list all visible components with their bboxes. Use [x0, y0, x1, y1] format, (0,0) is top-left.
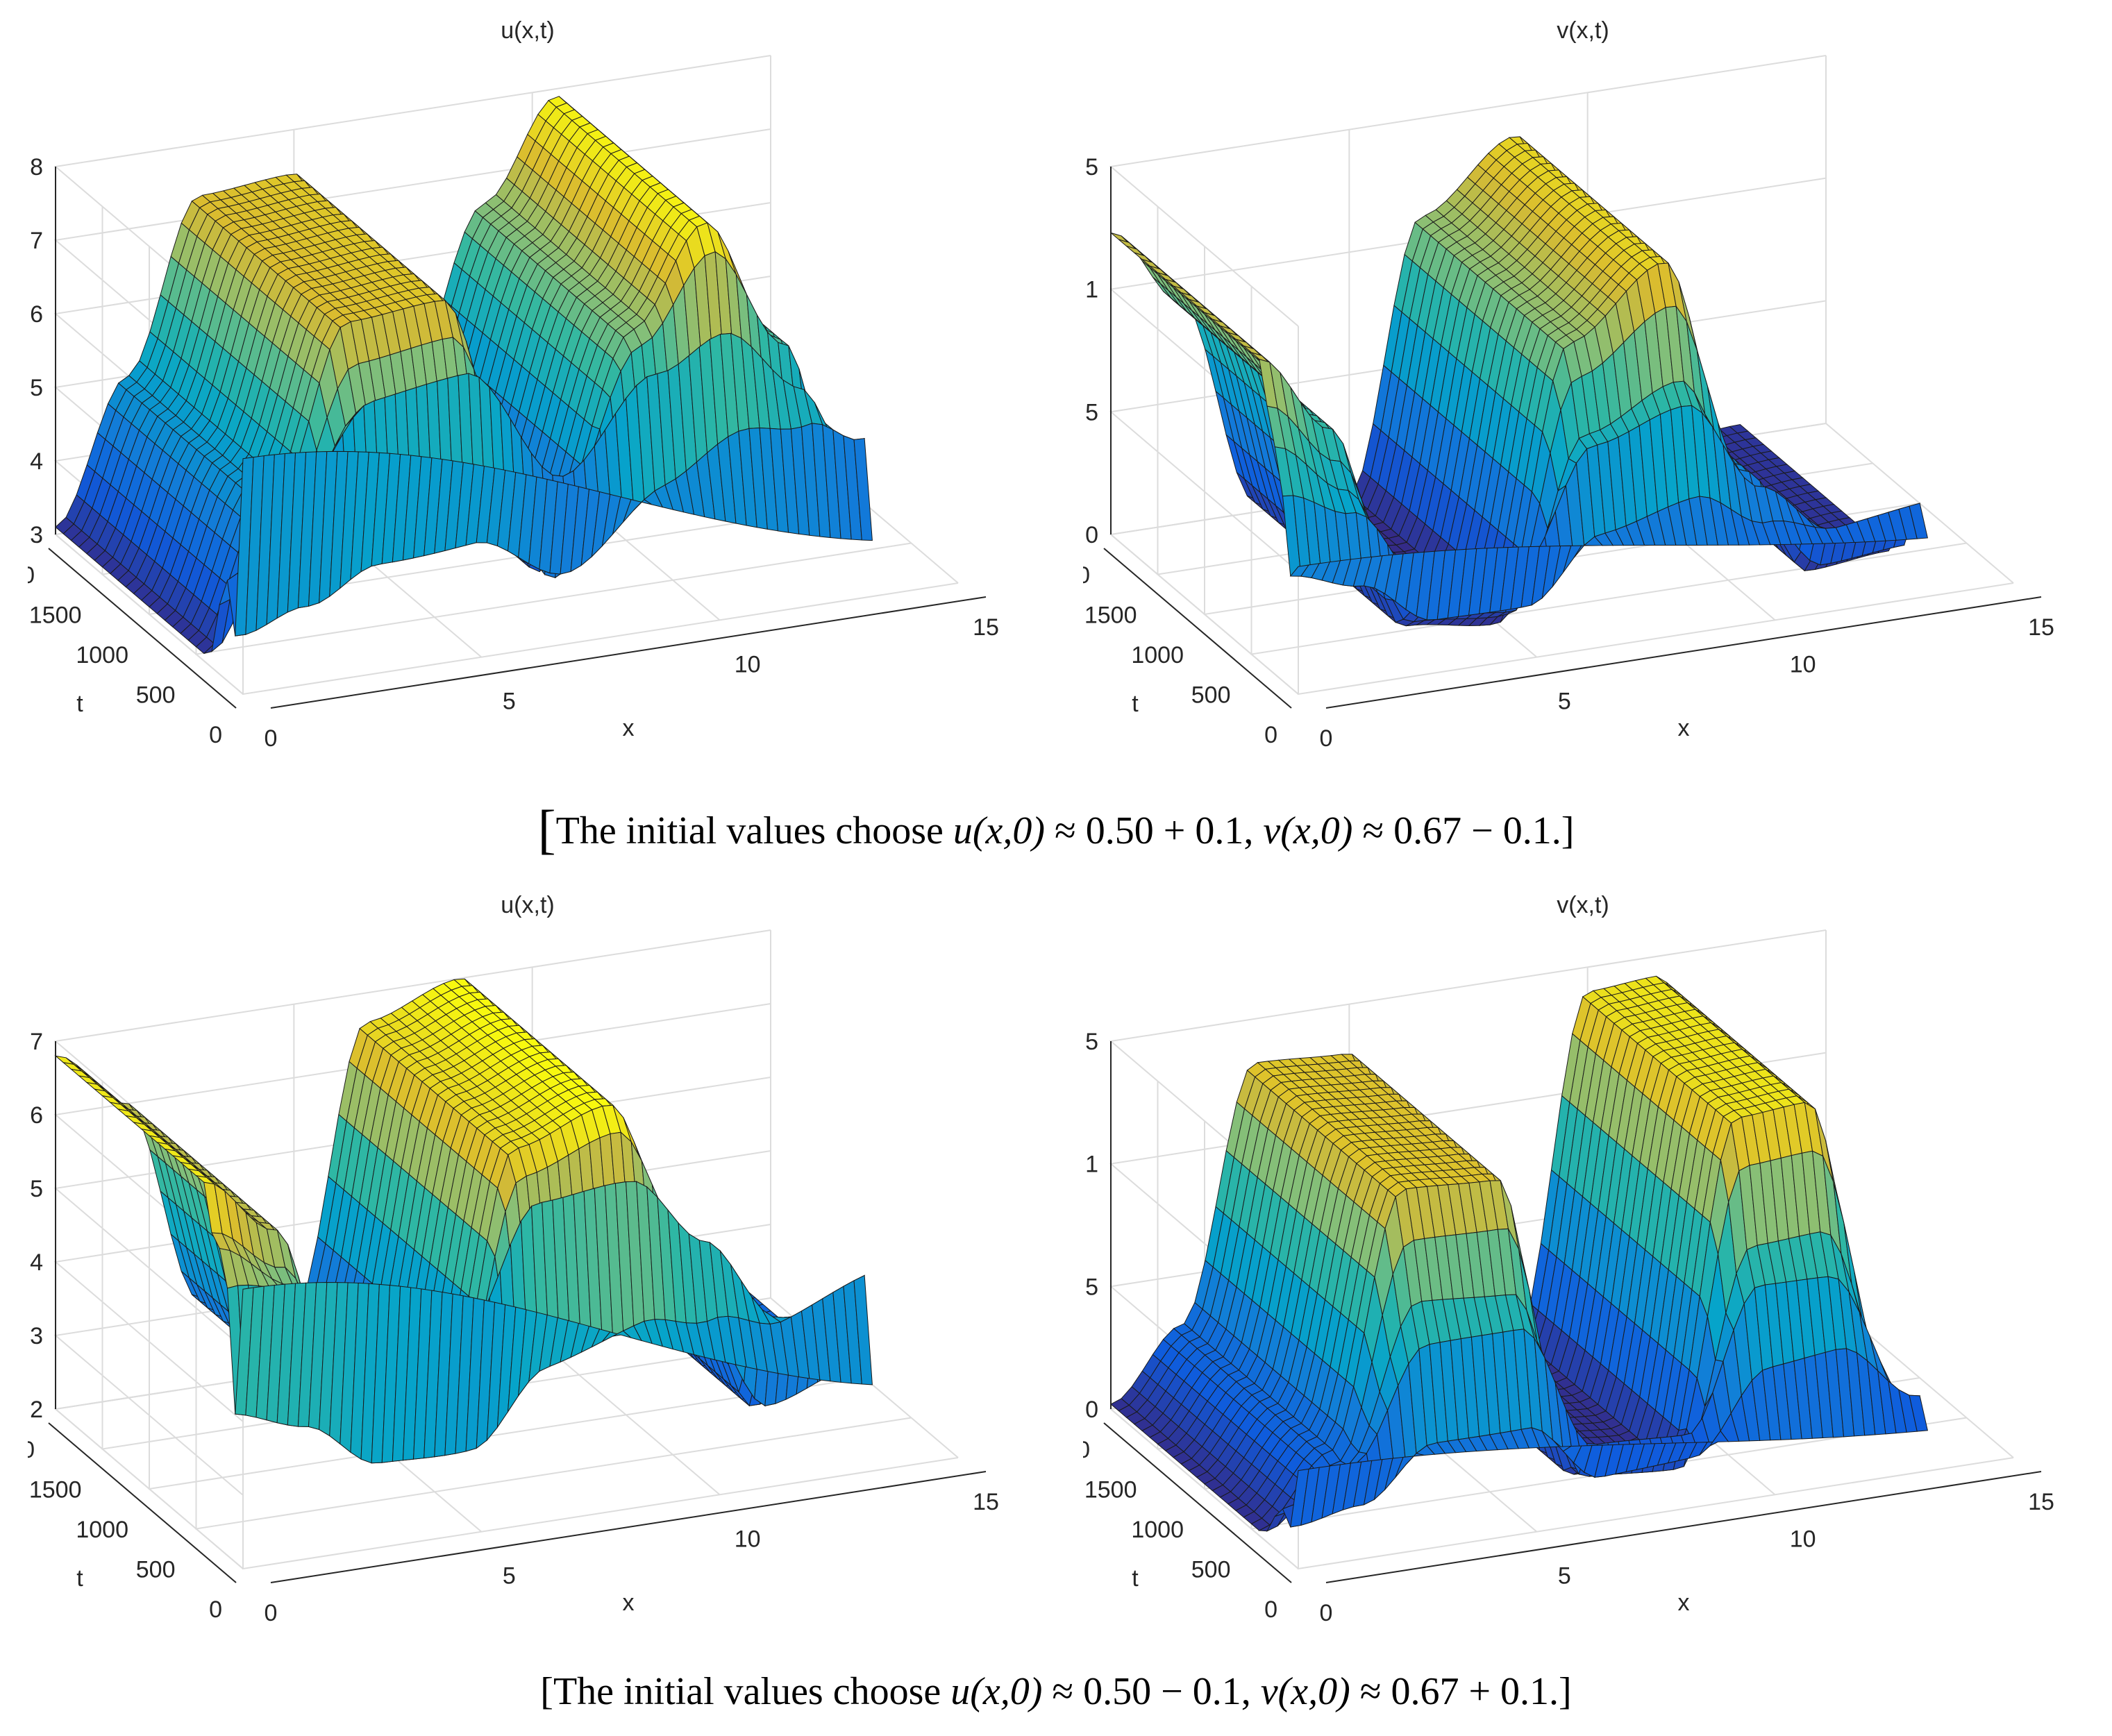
t-tick-label: 1500: [29, 602, 82, 629]
x-axis-label: x: [623, 1590, 635, 1616]
surface-plot-u-bottom: 0 5 10 15 0 500 1000 1500 2000 0.2 0.3 0.4 0.5 0.6 0.7…: [28, 875, 1055, 1645]
t-tick-label: 0: [209, 722, 222, 748]
t-tick-label: 1000: [76, 1517, 128, 1543]
x-tick-label: 15: [973, 1489, 999, 1515]
x-axis-label: x: [623, 715, 635, 741]
x-tick-label: 10: [1790, 651, 1816, 677]
z-tick-label: 0.5: [28, 375, 43, 401]
t-axis-line: [1103, 548, 1292, 709]
x-axis-line: [270, 596, 987, 709]
t-tick-label: 2000: [28, 562, 35, 589]
surface-plot-svg: 0 5 10 15 0 500 1000 1500 2000 0.3 0.4 0.5 0.6 0.7 0.8…: [28, 17, 999, 752]
z-tick-label: 0.6: [28, 1102, 43, 1129]
t-tick-label: 1000: [76, 642, 128, 668]
x-tick-label: 10: [735, 1526, 761, 1552]
t-axis-line: [48, 1422, 237, 1583]
z-tick-label: 0.8: [28, 154, 43, 180]
x-tick-label: 5: [503, 1563, 516, 1590]
t-tick-label: 0: [1264, 722, 1277, 748]
x-axis-line: [1325, 596, 2042, 709]
t-tick-label: 500: [136, 1557, 176, 1583]
surface-patch: [853, 1274, 873, 1385]
t-tick-label: 500: [136, 682, 176, 709]
chart-title: u(x,t): [501, 892, 554, 918]
x-tick-label: 10: [735, 651, 761, 677]
surface-mesh: [1110, 975, 1929, 1532]
axes: 0 5 10 15 0 500 1000 1500 2000 0.2 0.3 0.4 0.5 0.6 0.7…: [28, 892, 999, 1626]
surface-plot-u-top: 0 5 10 15 0 500 1000 1500 2000 0.3 0.4 0.5 0.6 0.7 0.8…: [28, 0, 1055, 770]
z-tick-label: 0.3: [28, 1323, 43, 1349]
t-tick-label: 2000: [28, 1437, 35, 1463]
surface-plot-v-top: 0 5 10 15 0 500 1000 1500 2000 0 0.5 1 1.5 x t v(x,t): [1083, 0, 2111, 770]
z-tick-label: 0.7: [28, 1029, 43, 1055]
surface-plot-svg: 0 5 10 15 0 500 1000 1500 2000 0 0.5 1 1.5 x t v(x,t): [1083, 17, 2054, 752]
z-tick-label: 0.7: [28, 228, 43, 254]
t-axis-line: [48, 548, 237, 709]
t-tick-label: 0: [209, 1596, 222, 1623]
x-tick-label: 0: [265, 725, 278, 752]
z-tick-label: 0: [1085, 522, 1098, 548]
t-tick-label: 2000: [1083, 562, 1090, 589]
x-axis-line: [270, 1471, 987, 1583]
x-tick-label: 15: [973, 614, 999, 641]
x-tick-label: 5: [503, 689, 516, 715]
t-axis-label: t: [76, 1565, 83, 1592]
surface-patch: [1909, 503, 1929, 539]
z-tick-label: 0.2: [28, 1397, 43, 1423]
t-tick-label: 1500: [29, 1477, 82, 1503]
z-tick-label: 0.5: [28, 1176, 43, 1202]
z-tick-label: 1: [1085, 277, 1098, 303]
x-tick-label: 0: [265, 1600, 278, 1626]
chart-title: u(x,t): [501, 17, 554, 44]
x-tick-label: 5: [1558, 689, 1571, 715]
z-tick-label: 0.3: [28, 522, 43, 548]
t-axis-label: t: [1132, 691, 1139, 717]
x-tick-label: 0: [1320, 725, 1333, 752]
z-tick-label: 0.6: [28, 301, 43, 328]
t-tick-label: 1000: [1131, 642, 1184, 668]
t-tick-label: 1500: [1084, 602, 1137, 629]
z-tick-label: 0.4: [28, 448, 43, 475]
z-tick-label: 0.4: [28, 1249, 43, 1276]
t-tick-label: 500: [1191, 682, 1231, 709]
chart-title: v(x,t): [1557, 17, 1609, 44]
surface-mesh: [55, 96, 873, 655]
surface-patch: [853, 438, 873, 541]
z-tick-label: 1.5: [1083, 154, 1098, 180]
t-axis-label: t: [76, 691, 83, 717]
axes: 0 5 10 15 0 500 1000 1500 2000 0 0.5 1 1.5 x t v(x,t): [1083, 17, 2054, 752]
x-tick-label: 15: [2028, 614, 2054, 641]
surface-plot-svg: 0 5 10 15 0 500 1000 1500 2000 0.2 0.3 0.4 0.5 0.6 0.7…: [28, 892, 999, 1626]
surface-mesh: [54, 978, 873, 1464]
x-axis-label: x: [1678, 715, 1690, 741]
z-tick-label: 0.5: [1083, 399, 1098, 425]
axes: 0 5 10 15 0 500 1000 1500 2000 0.3 0.4 0.5 0.6 0.7 0.8…: [28, 17, 999, 752]
surface-mesh: [1110, 136, 1929, 627]
